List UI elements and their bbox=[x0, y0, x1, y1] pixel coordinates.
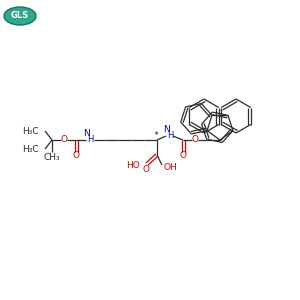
Text: O: O bbox=[142, 164, 149, 173]
Text: O: O bbox=[191, 136, 199, 145]
Text: H₃C: H₃C bbox=[22, 145, 39, 154]
Text: O: O bbox=[61, 136, 68, 145]
Text: N: N bbox=[82, 130, 89, 139]
Text: O: O bbox=[179, 152, 187, 160]
Text: H₃C: H₃C bbox=[22, 127, 39, 136]
Text: CH₃: CH₃ bbox=[44, 154, 60, 163]
Text: H: H bbox=[167, 131, 173, 140]
Text: GLS: GLS bbox=[11, 11, 29, 20]
Text: N: N bbox=[163, 125, 170, 134]
Text: HO: HO bbox=[126, 160, 140, 169]
Ellipse shape bbox=[4, 7, 36, 25]
Text: ∗: ∗ bbox=[153, 131, 159, 136]
Text: H: H bbox=[87, 136, 93, 145]
Text: OH: OH bbox=[164, 164, 178, 172]
Text: O: O bbox=[73, 151, 80, 160]
